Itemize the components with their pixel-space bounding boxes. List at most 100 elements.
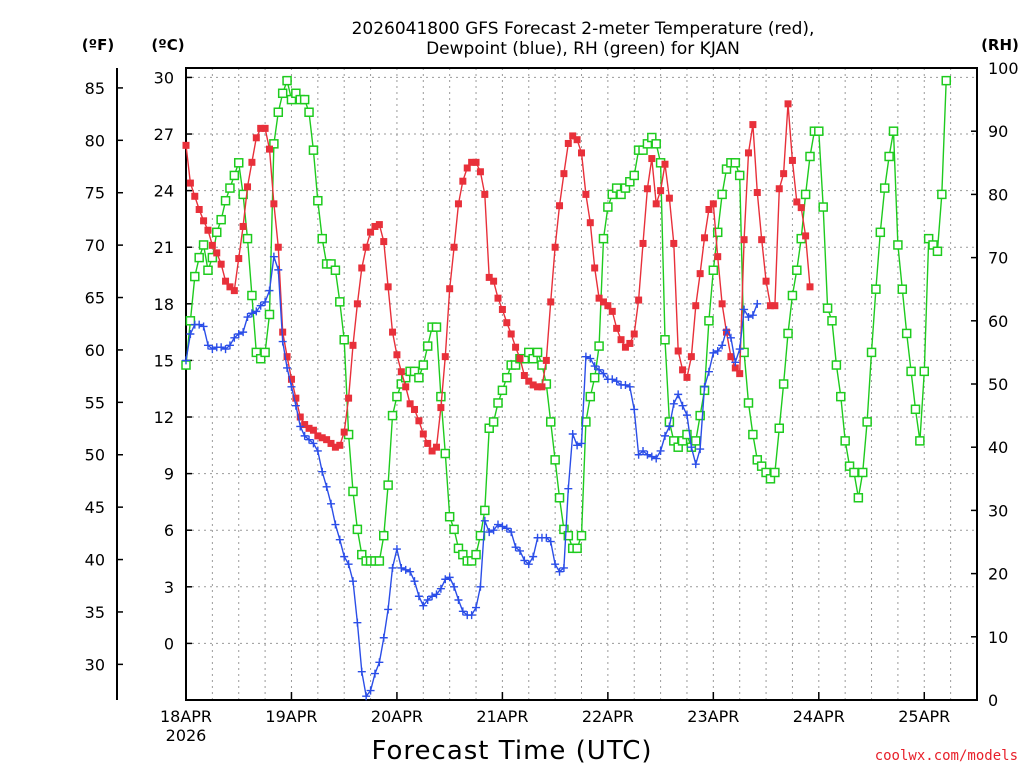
rh-point xyxy=(594,341,604,351)
dewpoint-point xyxy=(423,596,432,605)
dewpoint-point xyxy=(265,286,274,295)
temperature-point xyxy=(736,370,744,378)
temperature-point xyxy=(481,190,489,198)
temperature-point xyxy=(217,260,225,268)
rh-point xyxy=(532,347,543,358)
dewpoint-point xyxy=(441,575,450,584)
rh-point xyxy=(471,549,481,560)
rh-point xyxy=(493,398,503,408)
rh-point xyxy=(589,372,600,383)
rh-point xyxy=(915,436,925,446)
temperature-point xyxy=(643,185,651,193)
rh-tick-label: 100 xyxy=(988,59,1019,78)
rh-point xyxy=(216,214,226,225)
celsius-tick-label: 15 xyxy=(154,351,174,370)
dewpoint-point xyxy=(472,603,481,612)
dewpoint-point xyxy=(392,545,401,554)
dewpoint-point xyxy=(691,460,700,469)
fahrenheit-tick-label: 70 xyxy=(85,236,105,255)
temperature-point xyxy=(375,221,383,229)
rh-point xyxy=(545,417,556,427)
rh-tick-label: 50 xyxy=(988,375,1008,394)
rh-point xyxy=(299,94,310,105)
rh-point xyxy=(352,524,363,535)
dewpoint-point xyxy=(432,590,441,599)
fahrenheit-tick-label: 55 xyxy=(85,393,105,412)
temperature-point xyxy=(709,200,717,208)
time-tick-label: 18APR xyxy=(160,707,212,726)
temperature-point xyxy=(731,364,739,372)
time-tick-label: 19APR xyxy=(265,707,317,726)
rh-point xyxy=(260,347,270,358)
rh-point xyxy=(866,347,877,358)
rh-point xyxy=(695,410,705,421)
temperature-point xyxy=(784,100,792,108)
rh-point xyxy=(242,233,253,244)
dewpoint-point xyxy=(748,311,757,320)
fahrenheit-axis-unit: (ºF) xyxy=(82,36,114,54)
dewpoint-point xyxy=(564,484,573,493)
dewpoint-point xyxy=(291,401,300,410)
rh-point xyxy=(901,328,912,339)
temperature-series xyxy=(182,100,814,455)
dewpoint-point xyxy=(327,499,336,508)
dewpoint-point xyxy=(406,567,415,576)
dewpoint-point xyxy=(340,552,349,561)
dewpoint-point xyxy=(740,305,749,314)
temperature-point xyxy=(301,421,309,429)
dewpoint-point xyxy=(217,343,226,352)
rh-tick-label: 0 xyxy=(988,691,998,710)
rh-point xyxy=(770,467,780,478)
celsius-tick-label: 18 xyxy=(154,295,174,314)
dewpoint-point xyxy=(221,345,230,354)
temperature-point xyxy=(472,158,480,166)
dewpoint-point xyxy=(362,692,371,701)
celsius-tick-label: 27 xyxy=(154,125,174,144)
celsius-tick-label: 12 xyxy=(154,408,174,427)
dewpoint-point xyxy=(735,345,744,354)
dewpoint-point xyxy=(656,446,665,455)
dewpoint-point xyxy=(370,669,379,678)
dewpoint-point xyxy=(713,346,722,355)
rh-tick-label: 30 xyxy=(988,501,1008,520)
chart-title-line-2: Dewpoint (blue), RH (green) for KJAN xyxy=(426,39,740,59)
temperature-point xyxy=(599,298,607,306)
temperature-point xyxy=(314,432,322,440)
dewpoint-point xyxy=(551,560,560,569)
temperature-point xyxy=(292,394,300,402)
temperature-point xyxy=(336,441,344,449)
dewpoint-point xyxy=(700,382,709,391)
dewpoint-point xyxy=(718,341,727,350)
temperature-point xyxy=(648,155,656,163)
temperature-point xyxy=(389,328,397,336)
rh-point xyxy=(247,290,257,301)
dewpoint-point xyxy=(186,330,195,339)
rh-point xyxy=(339,335,349,345)
temperature-point xyxy=(687,353,695,361)
dewpoint-point xyxy=(511,543,520,552)
rh-point xyxy=(308,145,319,155)
dewpoint-point xyxy=(375,658,384,667)
dewpoint-point xyxy=(485,528,494,537)
temperature-point xyxy=(538,383,546,391)
time-tick-sublabel: 2026 xyxy=(166,726,207,745)
rh-point xyxy=(814,126,824,136)
rh-point xyxy=(269,139,279,149)
dewpoint-point xyxy=(612,377,621,386)
rh-point xyxy=(229,170,240,181)
temperature-point xyxy=(353,300,361,308)
temperature-point xyxy=(740,236,748,244)
rh-series xyxy=(181,75,951,566)
dewpoint-point xyxy=(581,352,590,361)
fahrenheit-tick-label: 45 xyxy=(85,498,105,517)
temperature-point xyxy=(534,383,542,391)
dewpoint-point xyxy=(480,516,489,525)
rh-tick-label: 10 xyxy=(988,628,1008,647)
dewpoint-point xyxy=(274,265,283,274)
temperature-point xyxy=(274,243,282,251)
temperature-point xyxy=(564,139,572,147)
dewpoint-point xyxy=(546,537,555,546)
dewpoint-point xyxy=(357,667,366,676)
rh-point xyxy=(853,493,864,503)
